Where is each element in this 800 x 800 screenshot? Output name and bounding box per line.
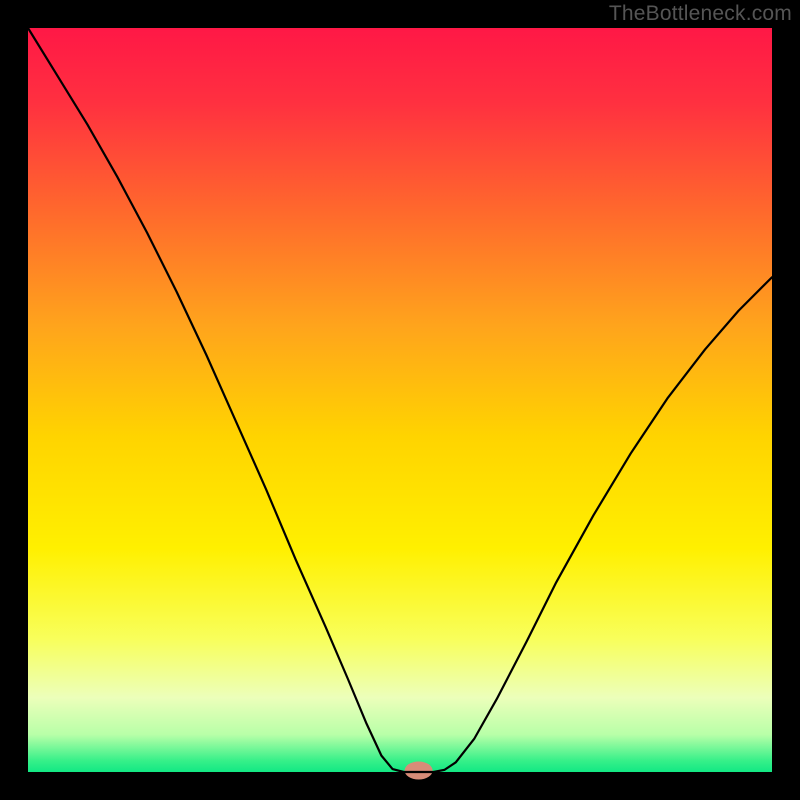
watermark-label: TheBottleneck.com bbox=[609, 2, 792, 26]
plot-background bbox=[28, 28, 772, 772]
optimal-point-marker bbox=[405, 762, 433, 780]
chart-stage: TheBottleneck.com bbox=[0, 0, 800, 800]
bottleneck-chart bbox=[0, 0, 800, 800]
